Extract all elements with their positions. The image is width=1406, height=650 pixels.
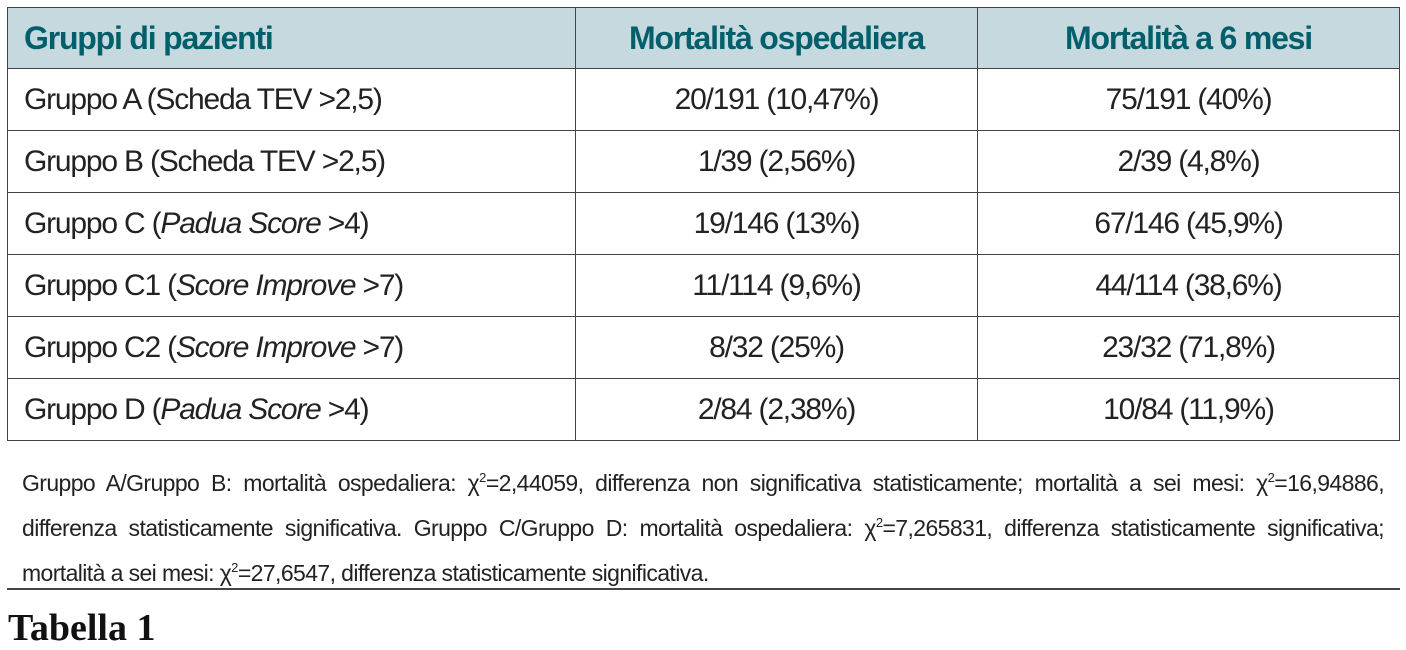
note-text: =7,265831, differenza statisticamente si…: [22, 515, 1385, 586]
mortality-table: Gruppi di pazienti Mortalità ospedaliera…: [7, 7, 1400, 441]
table-row: Gruppo A (Scheda TEV >2,5) 20/191 (10,47%…: [7, 68, 1400, 131]
superscript: 2: [479, 470, 486, 485]
cell-group: Gruppo C (Padua Score >4): [7, 192, 576, 255]
note-text: =27,6547, differenza statisticamente sig…: [237, 560, 709, 586]
cell-group: Gruppo D (Padua Score >4): [7, 378, 576, 441]
table-row: Gruppo C2 (Score Improve >7) 8/32 (25%) 23…: [7, 316, 1400, 379]
group-label-segment: >7): [355, 330, 404, 364]
header-row: Gruppi di pazienti Mortalità ospedaliera…: [7, 7, 1400, 69]
cell-group: Gruppo A (Scheda TEV >2,5): [7, 68, 576, 131]
table-caption: Tabella 1: [8, 607, 156, 649]
group-label-segment: Gruppo D (: [24, 392, 162, 426]
table-row: Gruppo C (Padua Score >4) 19/146 (13%) 67/…: [7, 192, 1400, 255]
cell-six-month-mortality: 10/84 (11,9%): [977, 378, 1400, 441]
cell-six-month-mortality: 2/39 (4,8%): [977, 130, 1400, 193]
table-row: Gruppo B (Scheda TEV >2,5) 1/39 (2,56%) 2/…: [7, 130, 1400, 193]
cell-six-month-mortality: 67/146 (45,9%): [977, 192, 1400, 255]
cell-six-month-mortality: 44/114 (38,6%): [977, 254, 1400, 317]
note-text: =2,44059, differenza non significativa s…: [485, 470, 1268, 496]
superscript: 2: [231, 560, 238, 575]
cell-hospital-mortality: 19/146 (13%): [575, 192, 978, 255]
header-hospital-mortality: Mortalità ospedaliera: [575, 7, 978, 69]
cell-hospital-mortality: 11/114 (9,6%): [575, 254, 978, 317]
cell-group: Gruppo C1 (Score Improve >7): [7, 254, 576, 317]
group-label-segment: Score Improve: [175, 268, 357, 302]
cell-group: Gruppo C2 (Score Improve >7): [7, 316, 576, 379]
divider: [7, 588, 1400, 590]
cell-six-month-mortality: 75/191 (40%): [977, 68, 1400, 131]
group-label-segment: >4): [320, 206, 370, 240]
table-row: Gruppo D (Padua Score >4) 2/84 (2,38%) 10/…: [7, 378, 1400, 441]
group-label-segment: Score Improve: [175, 330, 357, 364]
superscript: 2: [1267, 470, 1275, 485]
cell-group: Gruppo B (Scheda TEV >2,5): [7, 130, 576, 193]
table-row: Gruppo C1 (Score Improve >7) 11/114 (9,6%…: [7, 254, 1400, 317]
cell-hospital-mortality: 8/32 (25%): [575, 316, 978, 379]
group-label-segment: Gruppo C2 (: [24, 330, 177, 364]
table-notes: Gruppo A/Gruppo B: mortalità ospedaliera…: [22, 458, 1385, 593]
note-text: Gruppo A/Gruppo B: mortalità ospedaliera…: [22, 470, 480, 496]
group-label-segment: Gruppo C (: [24, 206, 162, 240]
cell-hospital-mortality: 20/191 (10,47%): [575, 68, 978, 131]
group-label-segment: Gruppo B (Scheda TEV >2,5): [24, 144, 386, 178]
group-label-segment: Padua Score: [160, 206, 321, 240]
header-six-month-mortality: Mortalità a 6 mesi: [977, 7, 1400, 69]
group-label-segment: Gruppo C1 (: [24, 268, 177, 302]
note-text: =16,94886, differenza statisticamente si…: [22, 470, 1385, 541]
cell-hospital-mortality: 1/39 (2,56%): [575, 130, 978, 193]
cell-hospital-mortality: 2/84 (2,38%): [575, 378, 978, 441]
group-label-segment: >7): [355, 268, 404, 302]
group-label-segment: >4): [320, 392, 370, 426]
group-label-segment: Padua Score: [160, 392, 321, 426]
group-label-segment: Gruppo A (Scheda TEV >2,5): [24, 82, 383, 116]
header-patient-groups: Gruppi di pazienti: [7, 7, 576, 69]
cell-six-month-mortality: 23/32 (71,8%): [977, 316, 1400, 379]
superscript: 2: [875, 515, 883, 530]
